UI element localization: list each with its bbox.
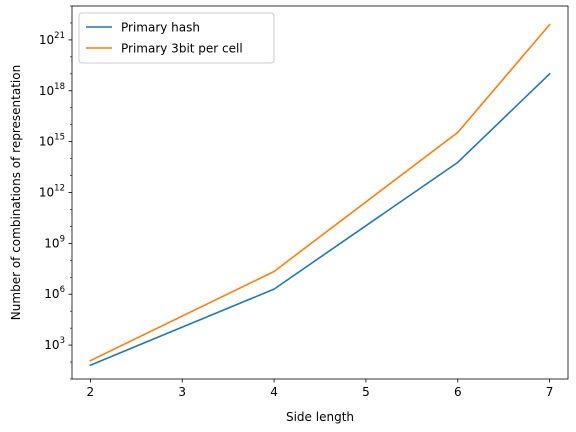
x-tick-label: 4: [270, 385, 278, 399]
legend-label-primary-3bit: Primary 3bit per cell: [121, 42, 243, 56]
y-axis-label: Number of combinations of representation: [9, 65, 23, 320]
legend-box: [78, 12, 275, 64]
legend-label-primary-hash: Primary hash: [121, 21, 200, 35]
x-tick-label: 7: [546, 385, 554, 399]
x-axis-label: Side length: [286, 410, 354, 424]
series-line-primary-hash: [89, 72, 551, 367]
x-tick-label: 2: [87, 385, 95, 399]
x-tick-label: 5: [362, 385, 370, 399]
x-tick-label: 3: [178, 385, 186, 399]
x-tick-label: 6: [454, 385, 462, 399]
series-layer: [89, 23, 551, 367]
series-line-primary-3bit-per-cell: [89, 23, 551, 362]
x-axis: 2 3 4 5 6 7: [87, 379, 554, 399]
legend: Primary hash Primary 3bit per cell: [78, 12, 275, 64]
